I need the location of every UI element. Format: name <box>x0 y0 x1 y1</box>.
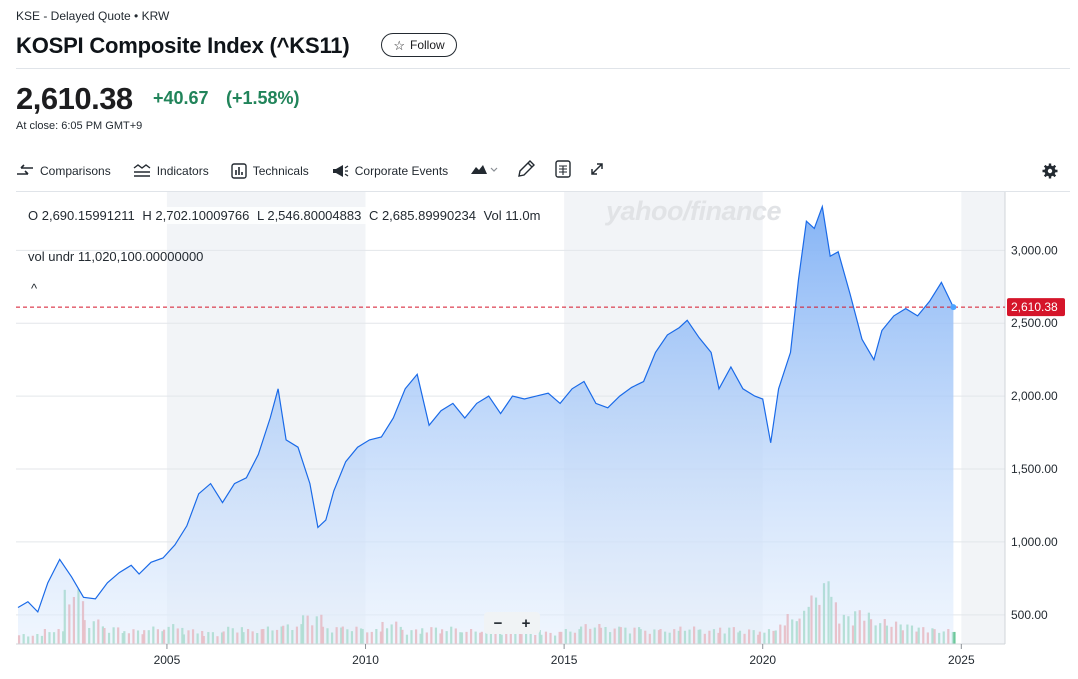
x-tick-label: 2025 <box>948 653 975 667</box>
chart-toolbar: Comparisons Indicators Technicals Corpor… <box>16 156 622 186</box>
price-line <box>17 204 954 614</box>
price-area <box>18 206 954 644</box>
volume-underlay-readout: vol undr 11,020,100.00000000 <box>28 249 204 264</box>
last-price-label: 2,610.38 <box>1011 300 1058 314</box>
megaphone-icon <box>331 163 349 179</box>
zoom-out-button[interactable]: − <box>493 614 503 632</box>
quote-change: +40.67 <box>153 88 209 108</box>
collapse-caret-icon[interactable]: ^ <box>31 281 38 296</box>
ohlc-readout: O 2,690.15991211 H 2,702.10009766 L 2,54… <box>28 207 545 224</box>
volume-bar <box>953 631 956 644</box>
corporate-events-label: Corporate Events <box>354 164 449 178</box>
comparisons-label: Comparisons <box>40 164 111 178</box>
expand-icon <box>590 162 604 181</box>
page-title: KOSPI Composite Index (^KS11) <box>16 33 350 58</box>
settings-button[interactable] <box>1042 163 1058 184</box>
x-tick-label: 2010 <box>352 653 379 667</box>
technicals-icon <box>231 163 247 179</box>
ohlc-high: H 2,702.10009766 <box>142 208 250 223</box>
yahoo-finance-watermark: yahoo/finance <box>606 196 782 226</box>
comparisons-button[interactable]: Comparisons <box>16 164 111 178</box>
indicators-label: Indicators <box>156 164 209 178</box>
fullscreen-button[interactable] <box>590 162 604 181</box>
last-price-tag <box>1007 298 1065 317</box>
corporate-events-button[interactable]: Corporate Events <box>331 163 448 179</box>
calculator-icon <box>554 159 572 183</box>
zoom-in-button[interactable]: + <box>521 614 531 632</box>
y-tick-label: 1,500.00 <box>1011 462 1058 476</box>
ohlc-low: L 2,546.80004883 <box>256 208 362 223</box>
table-view-button[interactable] <box>554 159 572 183</box>
mountain-chart-icon <box>470 162 498 181</box>
technicals-button[interactable]: Technicals <box>231 163 309 179</box>
indicators-icon <box>133 164 151 178</box>
last-price-dot <box>950 304 957 311</box>
chart-type-dropdown[interactable] <box>470 162 498 181</box>
indicators-button[interactable]: Indicators <box>133 164 209 178</box>
draw-button[interactable] <box>516 159 536 184</box>
header-divider <box>16 68 1070 69</box>
technicals-label: Technicals <box>252 164 309 178</box>
x-tick-label: 2020 <box>749 653 776 667</box>
close-time: At close: 6:05 PM GMT+9 <box>16 120 143 132</box>
gear-icon <box>1042 163 1058 183</box>
pencil-icon <box>516 159 536 184</box>
zoom-controls: − + <box>484 612 540 634</box>
follow-button[interactable]: ☆ Follow <box>381 33 457 57</box>
y-tick-label: 3,000.00 <box>1011 243 1058 257</box>
follow-label: Follow <box>409 38 445 52</box>
y-tick-label: 2,500.00 <box>1011 316 1058 330</box>
ohlc-close: C 2,685.89990234 <box>368 208 476 223</box>
comparisons-icon <box>16 164 34 178</box>
price-chart[interactable]: 3,000.00 2,500.00 2,000.00 1,500.00 1,000.00… <box>0 192 1078 679</box>
star-icon: ☆ <box>393 37 405 53</box>
ohlc-volume: Vol 11.0m <box>483 208 541 223</box>
breadcrumb: KSE - Delayed Quote • KRW <box>16 9 170 23</box>
period-band <box>961 192 1005 644</box>
quote-price: 2,610.38 <box>16 81 133 116</box>
x-tick-label: 2015 <box>551 653 578 667</box>
toolbar-divider <box>16 191 1070 192</box>
y-tick-label: 1,000.00 <box>1011 535 1058 549</box>
y-tick-label: 500.00 <box>1011 608 1048 622</box>
quote-change-percent: (+1.58%) <box>226 88 300 108</box>
ohlc-open: O 2,690.15991211 <box>28 208 135 223</box>
x-tick-label: 2005 <box>154 653 181 667</box>
y-tick-label: 2,000.00 <box>1011 389 1058 403</box>
